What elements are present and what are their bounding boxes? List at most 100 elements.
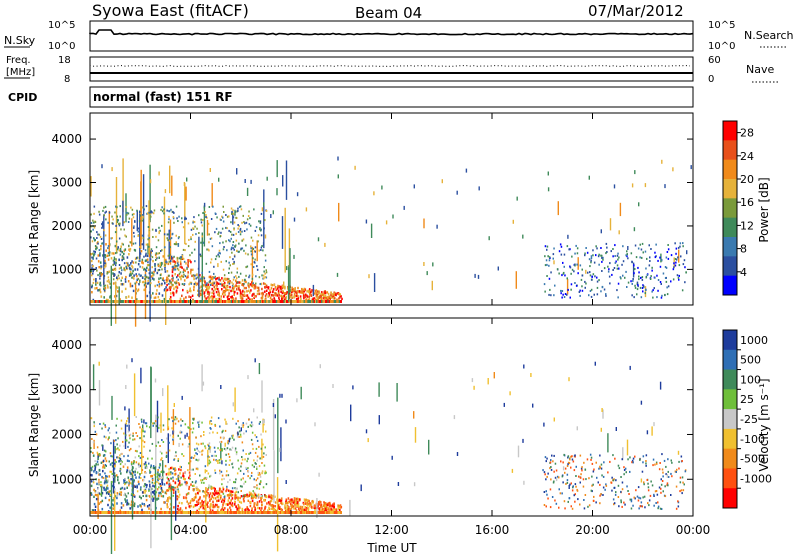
- echo-cell: [297, 290, 299, 293]
- echo-cell: [193, 275, 195, 278]
- echo-cell: [660, 283, 662, 285]
- echo-cell: [182, 288, 184, 292]
- echo-cell: [265, 471, 267, 474]
- echo-cell: [563, 296, 566, 298]
- echo-cell: [567, 234, 569, 239]
- echo-cell: [227, 453, 230, 456]
- echo-cell: [148, 211, 150, 214]
- echo-cell: [235, 490, 238, 494]
- echo-cell: [215, 459, 217, 462]
- echo-cell: [93, 488, 95, 492]
- echo-cell: [161, 206, 163, 209]
- echo-cell: [321, 300, 324, 303]
- echo-cell: [226, 470, 228, 473]
- echo-cell: [300, 297, 302, 301]
- echo-cell: [264, 294, 267, 297]
- echo-cell: [253, 296, 255, 300]
- echo-cell: [123, 300, 126, 303]
- echo-cell: [163, 212, 165, 215]
- echo-cell: [128, 300, 131, 303]
- echo-cell: [174, 486, 177, 489]
- echo-cell: [107, 487, 109, 490]
- echo-cell: [171, 300, 174, 303]
- echo-cell: [614, 493, 617, 496]
- echo-cell: [195, 486, 198, 489]
- echo-cell: [633, 227, 636, 232]
- echo-cell: [325, 508, 327, 512]
- echo-cell: [145, 498, 148, 502]
- echo-cell: [572, 485, 574, 488]
- echo-cell: [148, 264, 150, 267]
- echo-cell: [300, 291, 303, 294]
- echo-cell: [179, 472, 181, 475]
- echo-cell: [192, 417, 194, 420]
- echo-cell: [178, 272, 181, 275]
- echo-cell: [624, 503, 626, 506]
- echo-cell: [201, 281, 203, 284]
- echo-cell: [228, 267, 230, 270]
- echo-cell: [564, 467, 567, 470]
- echo-cell: [331, 511, 334, 514]
- echo-cell: [195, 283, 198, 287]
- echo-cell: [293, 254, 295, 259]
- power-scatter-cells: [90, 156, 692, 327]
- echo-cell: [225, 463, 227, 466]
- echo-cell: [278, 498, 281, 502]
- echo-cell: [332, 511, 335, 514]
- echo-cell: [152, 259, 154, 263]
- echo-cell: [164, 491, 167, 494]
- echo-cell: [193, 454, 196, 457]
- echo-cell: [138, 465, 140, 468]
- echo-cell: [126, 481, 128, 484]
- echo-cell: [92, 300, 95, 303]
- echo-cell: [121, 511, 124, 514]
- echo-cell: [672, 268, 675, 271]
- echo-cell: [190, 296, 192, 299]
- echo-cell: [199, 502, 202, 505]
- echo-cell: [274, 509, 277, 512]
- echo-cell: [309, 293, 311, 296]
- echo-cell: [176, 498, 179, 501]
- echo-cell: [268, 294, 271, 297]
- echo-cell: [111, 484, 114, 488]
- echo-cell: [148, 494, 150, 497]
- echo-cell: [239, 289, 241, 292]
- echo-cell: [177, 504, 179, 508]
- echo-cell: [244, 458, 246, 461]
- echo-cell: [101, 427, 103, 430]
- echo-cell: [121, 452, 123, 455]
- echo-cell: [206, 300, 209, 303]
- echo-cell: [183, 496, 185, 500]
- echo-cell: [184, 472, 186, 475]
- echo-cell: [150, 366, 152, 439]
- echo-cell: [200, 218, 202, 221]
- echo-cell: [156, 289, 158, 292]
- echo-cell: [241, 221, 243, 224]
- echo-cell: [242, 449, 244, 452]
- echo-cell: [117, 511, 120, 514]
- echo-cell: [229, 478, 231, 481]
- echo-cell: [477, 274, 480, 279]
- echo-cell: [249, 298, 251, 301]
- echo-cell: [246, 294, 249, 297]
- echo-cell: [664, 485, 666, 488]
- echo-cell: [134, 242, 137, 245]
- echo-cell: [240, 435, 242, 438]
- echo-cell: [664, 277, 667, 279]
- echo-cell: [145, 486, 148, 489]
- echo-cell: [159, 463, 161, 466]
- echo-cell: [674, 242, 676, 245]
- echo-cell: [197, 276, 200, 279]
- echo-cell: [339, 296, 341, 299]
- echo-cell: [157, 476, 160, 479]
- echo-cell: [203, 431, 205, 433]
- echo-cell: [215, 492, 217, 495]
- echo-cell: [248, 274, 251, 277]
- echo-cell: [191, 431, 194, 434]
- echo-cell: [203, 508, 206, 511]
- echo-cell: [666, 251, 669, 253]
- echo-cell: [177, 244, 180, 247]
- echo-cell: [195, 504, 197, 507]
- echo-cell: [270, 300, 273, 303]
- echo-cell: [606, 251, 608, 253]
